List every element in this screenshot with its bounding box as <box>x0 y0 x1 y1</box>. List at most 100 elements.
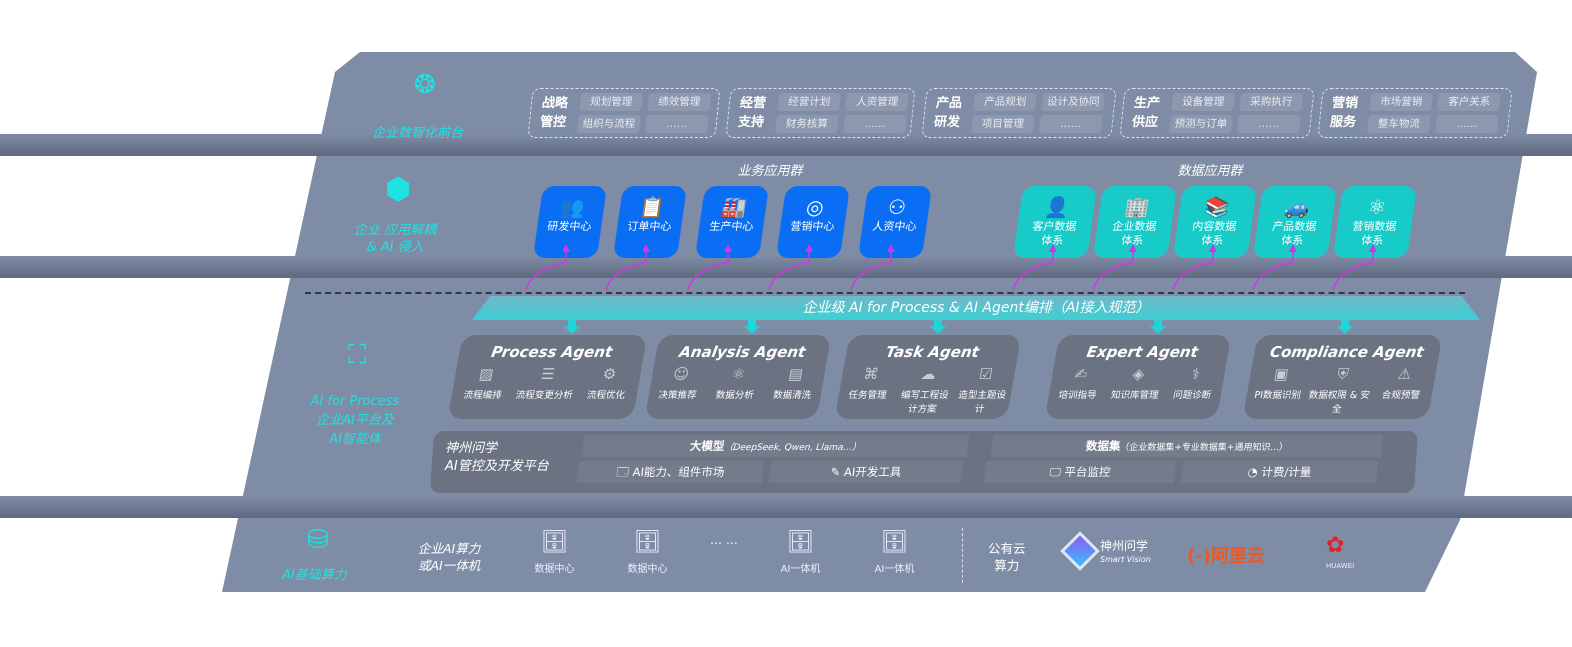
market-label: AI能力、组件市场 <box>631 465 726 479</box>
agent-capability[interactable]: ▣ PI数据识别 <box>1244 365 1314 415</box>
business-apps-title: 业务应用群 <box>737 164 803 179</box>
server-label: 数据中心 <box>534 564 575 575</box>
capability-label: 流程变更分析 <box>514 390 574 401</box>
cloud-divider <box>962 528 963 583</box>
trainer-icon: ✍ <box>1073 365 1090 383</box>
agent-capability[interactable]: ⚛ 数据分析 <box>705 365 768 401</box>
down-arrow <box>564 320 580 334</box>
capability-label: 数据分析 <box>714 390 755 401</box>
down-arrow <box>1150 320 1166 334</box>
agent-name: Analysis Agent <box>677 343 807 361</box>
down-arrow <box>744 320 760 334</box>
model-label: 大模型 <box>689 439 726 453</box>
connector-arrow <box>525 248 567 291</box>
agent-capability[interactable]: ▨ 流程编排 <box>451 365 518 401</box>
connector-arrow <box>1012 248 1054 291</box>
agent-card[interactable]: Compliance Agent ▣ PI数据识别 ⛨ 数据权限 & 安全 ⚠ 合规预警 <box>1242 335 1443 419</box>
server-node: 🗄 AI一体机 <box>872 530 917 575</box>
agent-capability[interactable]: ⚕ 问题诊断 <box>1163 365 1226 401</box>
ai-orchestration-banner <box>472 296 1480 320</box>
dataset-cell[interactable]: 数据集（企业数据集+专业数据集+通用知识...） <box>990 435 1384 457</box>
server-rack-icon: 🗄 <box>540 530 569 555</box>
server-node: 🗄 AI一体机 <box>778 530 823 575</box>
agent-capability[interactable]: ☰ 流程变更分析 <box>513 365 580 401</box>
gear-atom-icon: ⚛ <box>730 365 747 383</box>
agent-capability[interactable]: ⛨ 数据权限 & 安全 <box>1305 365 1375 415</box>
agent-capability[interactable]: ☺ 决策推荐 <box>648 365 711 401</box>
cloud-label: 公有云 算力 <box>988 540 1026 574</box>
label-line: 神州问学 <box>445 441 498 456</box>
capability-label: 编写工程设计方案 <box>899 390 950 415</box>
server-node: 🗄 数据中心 <box>532 530 577 575</box>
arrow-head <box>642 244 650 252</box>
down-arrow <box>1337 320 1353 334</box>
capability-label: 流程编排 <box>462 390 503 401</box>
head-icon: ☺ <box>671 365 691 383</box>
diagnosis-icon: ⚕ <box>1190 365 1202 383</box>
server-rack-icon: 🗄 <box>786 530 815 555</box>
capability-label: 问题诊断 <box>1172 390 1213 401</box>
layer-label-infra: AI基础算力 <box>282 568 347 583</box>
monitor-label: 平台监控 <box>1063 465 1112 479</box>
agent-card[interactable]: Task Agent ⌘ 任务管理 ☁ 编写工程设计方案 ☑ 造型主题设计 <box>834 335 1022 419</box>
dataset-label: 数据集 <box>1085 439 1122 453</box>
label-line: 企业AI算力 <box>418 541 481 556</box>
layer-label-front: 企业数智化前台 <box>372 126 464 141</box>
document-clean-icon: ▤ <box>787 365 805 383</box>
marketplace-icon: 🗔 <box>615 465 634 479</box>
monitor-cell[interactable]: 🖵 平台监控 <box>983 461 1177 483</box>
label-line: AI管控及开发平台 <box>445 459 549 474</box>
agent-capability[interactable]: ⚙ 流程优化 <box>574 365 641 401</box>
database-icon: ⛁ <box>307 525 329 555</box>
agent-card[interactable]: Expert Agent ✍ 培训指导 ◈ 知识库管理 ⚕ 问题诊断 <box>1044 335 1232 419</box>
data-apps-title: 数据应用群 <box>1177 164 1243 179</box>
alert-icon: ⚠ <box>1396 365 1413 383</box>
agent-capability[interactable]: ✍ 培训指导 <box>1048 365 1111 401</box>
arrow-head <box>724 244 732 252</box>
connector-arrow <box>1252 248 1294 291</box>
brand-sub: Smart Vision <box>1100 555 1151 564</box>
capability-label: 合规预警 <box>1380 390 1421 401</box>
billing-cell[interactable]: ◔ 计费/计量 <box>1180 461 1379 483</box>
devtools-label: AI开发工具 <box>843 465 903 479</box>
capability-label: 造型主题设计 <box>957 390 1007 415</box>
model-cell[interactable]: 大模型（DeepSeek, Qwen, Llama...） <box>581 435 970 457</box>
label-line: 企业 应用解耦 <box>354 223 437 238</box>
connector-arrow <box>768 248 810 291</box>
label-line: 公有云 <box>988 541 1026 556</box>
agent-card[interactable]: Analysis Agent ☺ 决策推荐 ⚛ 数据分析 ▤ 数据清洗 <box>644 335 832 419</box>
agent-capability[interactable]: ▤ 数据清洗 <box>763 365 826 401</box>
label-line: 或AI一体机 <box>418 558 481 573</box>
capability-label: PI数据识别 <box>1253 390 1302 401</box>
id-card-icon: ▣ <box>1272 365 1291 383</box>
agent-capability[interactable]: ⚠ 合规预警 <box>1367 365 1437 415</box>
agent-capability[interactable]: ⌘ 任务管理 <box>836 365 902 415</box>
connector-arrow <box>1332 248 1374 291</box>
arrow-head <box>562 244 570 252</box>
devtools-cell[interactable]: ✎ AI开发工具 <box>768 461 964 483</box>
optimize-icon: ⚙ <box>601 365 618 383</box>
label-line: 算力 <box>994 558 1020 573</box>
agent-card[interactable]: Process Agent ▨ 流程编排 ☰ 流程变更分析 ⚙ 流程优化 <box>447 335 648 419</box>
label-line: 企业AI平台及 <box>316 413 394 428</box>
brand-name: 神州问学 <box>1100 539 1149 553</box>
huawei-logo: ✿ <box>1326 533 1345 558</box>
arrow-head <box>805 244 813 252</box>
server-label: 数据中心 <box>627 564 668 575</box>
platform-name: 神州问学 AI管控及开发平台 <box>445 440 549 476</box>
agent-capability[interactable]: ◈ 知识库管理 <box>1105 365 1168 401</box>
agent-capability[interactable]: ☁ 编写工程设计方案 <box>893 365 959 415</box>
market-cell[interactable]: 🗔 AI能力、组件市场 <box>576 461 765 483</box>
ellipsis: … … <box>710 533 738 547</box>
billing-label: 计费/计量 <box>1260 465 1313 479</box>
layers-icon: ◈ <box>1131 365 1146 383</box>
list-icon: ☰ <box>539 365 557 383</box>
layer-divider <box>0 134 1572 156</box>
capability-label: 培训指导 <box>1057 390 1098 401</box>
agent-capability[interactable]: ☑ 造型主题设计 <box>950 365 1016 415</box>
arrow-head <box>887 244 895 252</box>
capability-label: 数据权限 & 安全 <box>1307 390 1371 415</box>
label-line: AI for Process <box>310 394 400 409</box>
down-arrow <box>930 320 946 334</box>
chart-window-icon: ▨ <box>477 365 496 383</box>
